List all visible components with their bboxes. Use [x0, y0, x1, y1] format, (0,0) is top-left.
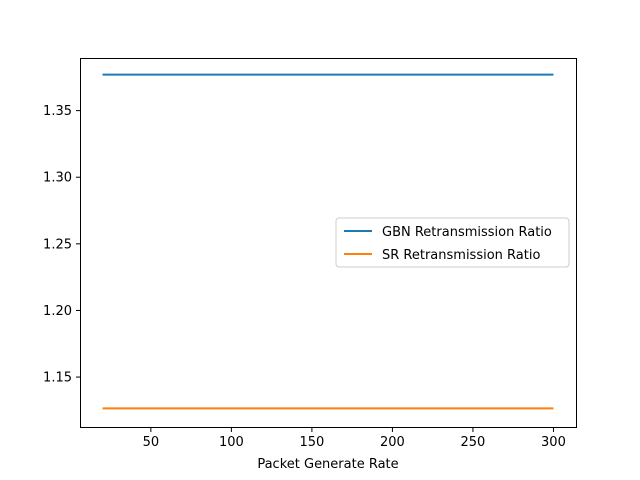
x-axis-label: Packet Generate Rate: [257, 457, 398, 472]
plot-frame: [80, 58, 577, 428]
series-lines: [102, 73, 554, 410]
y-axis-ticks: 1.15 1.20 1.25 1.30 1.35: [43, 104, 81, 386]
x-tick-label: 300: [541, 435, 566, 450]
x-tick-label: 250: [461, 435, 486, 450]
x-tick-label: 50: [143, 435, 160, 450]
x-tick-label: 150: [299, 435, 324, 450]
legend-label: GBN Retransmission Ratio: [382, 225, 552, 240]
y-tick-label: 1.30: [43, 171, 72, 186]
x-axis-ticks: 50 100 150 200 250 300: [143, 427, 566, 450]
x-tick-label: 200: [380, 435, 405, 450]
x-tick-label: 100: [219, 435, 244, 450]
y-tick-label: 1.25: [43, 237, 72, 252]
y-tick-label: 1.35: [43, 104, 72, 119]
y-tick-label: 1.20: [43, 304, 72, 319]
legend-box: [335, 217, 570, 268]
y-tick-label: 1.15: [43, 371, 72, 386]
legend: GBN Retransmission Ratio SR Retransmissio…: [335, 217, 570, 268]
legend-label: SR Retransmission Ratio: [382, 248, 540, 263]
